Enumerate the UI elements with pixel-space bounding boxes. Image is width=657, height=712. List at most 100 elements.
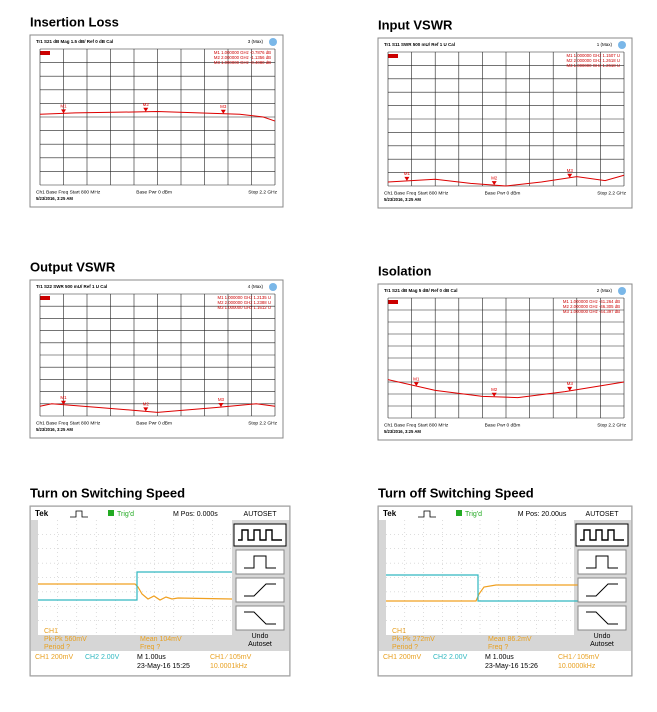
frequency: 10.0001kHz: [210, 663, 248, 670]
trace: [387, 174, 625, 187]
marker-label: M3: [567, 168, 574, 173]
top-bar: [379, 507, 631, 520]
marker-arrow: [413, 382, 419, 387]
marker-arrow: [567, 386, 573, 391]
trace-ch2: [38, 571, 232, 601]
marker-arrow: [491, 181, 497, 186]
brand: Tek: [383, 509, 397, 518]
marker-arrow: [61, 400, 66, 405]
meas-pkpk: Pk-Pk 560mV: [44, 636, 87, 643]
marker-readout: M3 1.000000 GHz 1.2618 U: [566, 63, 620, 68]
trace: [39, 403, 276, 413]
footer-mid: Base Pwr 0 dBm: [485, 422, 521, 428]
scope-screen: Tek Trig'd M Pos: 20.00us AUTOSET UndoAutose…: [377, 505, 633, 677]
vna-header: Tr1 S11 SWR 500 mU/ Ref 1 U Cal: [384, 42, 455, 47]
ch2-scale: CH2 2.00V: [85, 654, 120, 661]
marker-label: M2: [491, 175, 498, 180]
date: 23-May-16 15:25: [137, 663, 190, 670]
marker-readout: M2 2.000000 GHz 1.2388 U: [217, 300, 271, 305]
marker-arrow: [218, 403, 224, 408]
panel-title: Input VSWR: [378, 17, 453, 32]
panel-title: Turn off Switching Speed: [378, 485, 534, 500]
frequency: 10.0000kHz: [558, 663, 596, 670]
channel-tag: [40, 296, 50, 300]
marker-readout: M3 1.000000 GHz 1.1612 U: [217, 305, 271, 310]
undo: Undo: [594, 633, 611, 640]
trig-status: Trig'd: [117, 511, 134, 518]
marker-label: M1: [404, 171, 411, 176]
marker-arrow: [61, 109, 66, 114]
scope-screen: Tek Trig'd M Pos: 0.000s AUTOSET UndoAutoset…: [29, 505, 291, 677]
vna-screen: Tr1 S21 dB Mag 1.5 dB/ Ref 0 dB Cal 3 (Ma…: [29, 34, 284, 208]
marker-label: M2: [491, 387, 498, 392]
trace-ch2: [386, 574, 580, 602]
menu-icon: [244, 583, 276, 597]
menu-icon: [244, 611, 276, 625]
trig-icon: [456, 510, 462, 516]
marker-readout: M1 1.000000 GHz 1.1507 U: [566, 53, 620, 58]
channel-tag: [388, 54, 398, 58]
marker-arrow: [491, 392, 497, 397]
footer-left: Ch1 Base Freq Start 800 MHz: [36, 420, 101, 426]
marker-info: 2 (Max): [597, 288, 613, 293]
marker-label: M3: [567, 381, 574, 386]
timebase: M 1.00us: [137, 654, 166, 661]
footer-left: Ch1 Base Freq Start 800 MHz: [36, 189, 101, 195]
marker-arrow: [143, 107, 149, 112]
panel-title: Insertion Loss: [30, 14, 119, 29]
meas-mean: Mean 86.2mV: [488, 636, 532, 643]
meas-ch: CH1: [44, 628, 58, 635]
trace: [39, 111, 276, 122]
marker-readout: M1 1.000000 GHz 1.2135 U: [217, 295, 271, 300]
trig-level: CH1 ⁄ 105mV: [210, 654, 252, 661]
menu-button: [577, 605, 627, 631]
footer-right: Stop 2.2 GHz: [248, 189, 277, 195]
vna-header: Tr1 S21 dB Mag 1.5 dB/ Ref 0 dB Cal: [36, 39, 113, 44]
status-bar: [379, 651, 631, 675]
autoset-title: AUTOSET: [586, 511, 620, 518]
vna-screen: Tr1 S21 dB Mag 5 dB/ Ref 0 dB Cal 2 (Max)…: [377, 283, 633, 441]
vna-screen: Tr1 S22 SWR 500 mU/ Ref 1 U Cal 4 (Max) M1…: [29, 279, 284, 439]
ch1-scale: CH1 200mV: [35, 654, 73, 661]
marker-readout: M1 1.000000 GHz -41.264 dB: [563, 299, 620, 304]
vna-screen: Tr1 S11 SWR 500 mU/ Ref 1 U Cal 1 (Max) M1…: [377, 37, 633, 209]
timebase: M 1.00us: [485, 654, 514, 661]
meas-ch: CH1: [392, 628, 406, 635]
footer-right: Stop 2.2 GHz: [597, 190, 626, 196]
menu-button: [577, 577, 627, 603]
menu-icon: [586, 611, 618, 625]
trace-ch1: [386, 584, 580, 602]
marker-readout: M3 1.000000 GHz -44.397 dB: [563, 309, 620, 314]
undo: Undo: [252, 633, 269, 640]
panel-title: Isolation: [378, 263, 432, 278]
footer-left: Ch1 Base Freq Start 800 MHz: [384, 190, 449, 196]
date: 23-May-16 15:26: [485, 663, 538, 670]
marker-arrow: [143, 407, 149, 412]
footer-right: Stop 2.2 GHz: [248, 420, 277, 426]
marker-label: M1: [60, 395, 67, 400]
footer-mid: Base Pwr 0 dBm: [136, 189, 172, 195]
marker-info: 3 (Max): [248, 39, 264, 44]
traces: [386, 574, 580, 602]
m-pos: M Pos: 20.00us: [518, 511, 567, 518]
brand: Tek: [35, 509, 49, 518]
menu-box: [235, 549, 285, 575]
menu-button: [235, 549, 285, 575]
undo-autoset: Autoset: [248, 641, 272, 648]
status-bar: [31, 651, 289, 675]
menu-icon: [586, 583, 618, 597]
marker-readout: M3 1.000000 GHz -0.4080 dB: [214, 60, 271, 65]
menu-icon: [244, 555, 276, 569]
menu-button: [235, 577, 285, 603]
trig-level: CH1 ⁄ 105mV: [558, 654, 600, 661]
marker-label: M3: [218, 397, 225, 402]
trig-status: Trig'd: [465, 511, 482, 518]
marker-arrow: [567, 173, 573, 178]
meas-mean: Mean 104mV: [140, 636, 182, 643]
marker-arrow: [220, 109, 226, 114]
marker-label: M2: [143, 402, 150, 407]
icon-square: [580, 529, 624, 541]
meas-pkpk: Pk-Pk 272mV: [392, 636, 435, 643]
vna-header: Tr1 S21 dB Mag 5 dB/ Ref 0 dB Cal: [384, 288, 458, 293]
footer-mid: Base Pwr 0 dBm: [485, 190, 521, 196]
